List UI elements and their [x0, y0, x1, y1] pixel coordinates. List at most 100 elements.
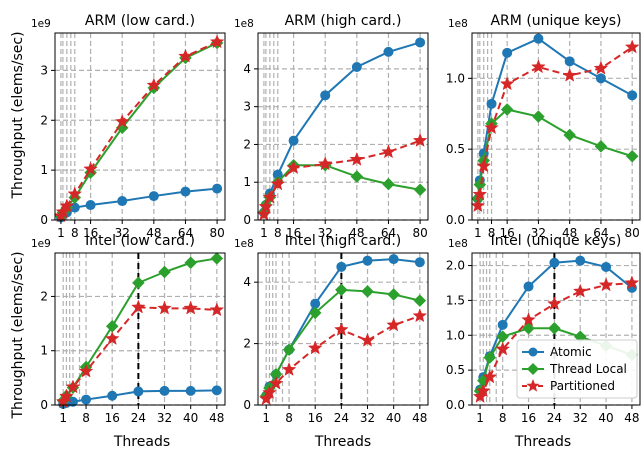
x-tick-label: 1: [59, 411, 67, 425]
series-partitioned: [53, 34, 225, 223]
data-point-atomic: [288, 135, 299, 146]
data-point-thread-local: [361, 285, 374, 298]
legend-label: Partitioned: [550, 379, 615, 393]
data-point-partitioned: [484, 120, 499, 135]
x-tick-label: 32: [573, 411, 588, 425]
data-point-partitioned: [59, 198, 75, 213]
x-tick-label: 16: [286, 226, 301, 240]
y-axis-label-bottom: Throughput (elems/sec): [10, 251, 26, 419]
data-point-atomic: [81, 394, 92, 405]
data-point-partitioned: [209, 34, 225, 49]
data-point-partitioned: [262, 385, 277, 399]
data-point-atomic: [159, 385, 170, 396]
plot-frame: [54, 252, 226, 406]
data-point-partitioned: [262, 189, 278, 204]
data-point-partitioned: [65, 379, 81, 394]
panel-title: Intel (high card.): [285, 233, 401, 249]
plot-frame: [471, 252, 641, 406]
data-point-thread-local: [500, 103, 514, 116]
data-point-partitioned: [475, 383, 491, 398]
y-tick-label: 0: [243, 398, 251, 412]
x-tick-label: 48: [562, 226, 577, 240]
series-thread-local: [471, 103, 639, 206]
data-point-atomic: [117, 196, 128, 207]
data-point-partitioned: [499, 76, 515, 91]
panel-title: ARM (unique keys): [490, 13, 621, 29]
data-point-thread-local: [184, 256, 198, 270]
legend-marker: [528, 347, 538, 357]
data-point-thread-local: [625, 149, 639, 163]
x-tick-label: 48: [209, 411, 224, 425]
data-point-thread-local: [350, 170, 364, 183]
data-point-atomic: [133, 386, 144, 397]
y-tick-label: 2.0: [446, 259, 465, 273]
x-tick-label: 40: [598, 411, 613, 425]
x-tick-label: 80: [209, 226, 224, 240]
data-point-partitioned: [624, 39, 640, 54]
y-scale-multiplier: 1e8: [234, 238, 254, 250]
legend-marker: [527, 363, 539, 375]
data-point-atomic: [595, 73, 606, 84]
data-point-atomic: [502, 47, 513, 58]
data-point-thread-local: [413, 183, 427, 197]
legend-marker: [526, 379, 540, 392]
y-tick-label: 0.0: [446, 398, 465, 412]
y-scale-multiplier: 1e8: [448, 18, 468, 30]
data-point-atomic: [272, 169, 283, 180]
series-line-atomic: [60, 187, 218, 219]
y-tick-label: 1: [243, 175, 251, 189]
series-partitioned: [256, 132, 428, 221]
x-tick-label: 1: [262, 411, 270, 425]
x-tick-label: 8: [71, 226, 79, 240]
data-point-partitioned: [286, 160, 301, 175]
data-point-partitioned: [472, 186, 488, 201]
x-tick-label: 24: [547, 411, 562, 425]
x-tick-label: 32: [157, 411, 172, 425]
data-point-partitioned: [258, 199, 274, 214]
panel-title: ARM (low card.): [85, 13, 195, 29]
data-point-partitioned: [547, 296, 562, 311]
data-point-partitioned: [572, 283, 588, 298]
y-scale-multiplier: 1e8: [448, 238, 468, 250]
x-tick-label: 64: [593, 226, 608, 240]
data-point-thread-local: [387, 288, 401, 301]
x-axis-label-left: Threads: [113, 434, 170, 450]
data-point-atomic: [310, 298, 321, 309]
y-tick-label: 3: [40, 63, 48, 77]
data-point-partitioned: [317, 156, 333, 171]
x-tick-label: 8: [82, 411, 90, 425]
data-point-partitioned: [78, 363, 94, 378]
series-thread-local: [257, 158, 427, 219]
plot-frame: [471, 32, 641, 221]
data-point-thread-local: [382, 177, 395, 191]
plot-frame: [257, 252, 429, 406]
data-point-partitioned: [268, 375, 284, 390]
y-tick-label: 4: [243, 62, 251, 76]
y-scale-multiplier: 1e9: [31, 18, 51, 30]
data-point-partitioned: [412, 308, 428, 323]
data-point-partitioned: [104, 331, 120, 345]
x-tick-label: 32: [531, 226, 546, 240]
series-thread-local: [259, 283, 427, 403]
x-tick-label: 40: [386, 411, 401, 425]
y-tick-label: 0: [40, 398, 48, 412]
data-point-partitioned: [412, 132, 428, 147]
y-tick-label: 0: [40, 213, 48, 227]
y-axis-label-top: Throughput (elems/sec): [10, 31, 26, 199]
data-point-partitioned: [270, 176, 286, 191]
x-tick-label: 48: [349, 226, 364, 240]
data-point-atomic: [351, 62, 362, 72]
data-point-atomic: [414, 257, 425, 268]
data-point-atomic: [180, 186, 191, 197]
x-axis-label-middle: Threads: [314, 434, 371, 450]
x-tick-label: 48: [412, 411, 427, 425]
data-point-atomic: [533, 33, 544, 44]
data-point-partitioned: [307, 340, 323, 355]
y-tick-label: 3: [243, 100, 251, 114]
data-point-partitioned: [470, 198, 486, 213]
data-point-partitioned: [562, 67, 577, 82]
data-point-atomic: [627, 90, 638, 101]
y-tick-label: 2: [243, 137, 251, 151]
